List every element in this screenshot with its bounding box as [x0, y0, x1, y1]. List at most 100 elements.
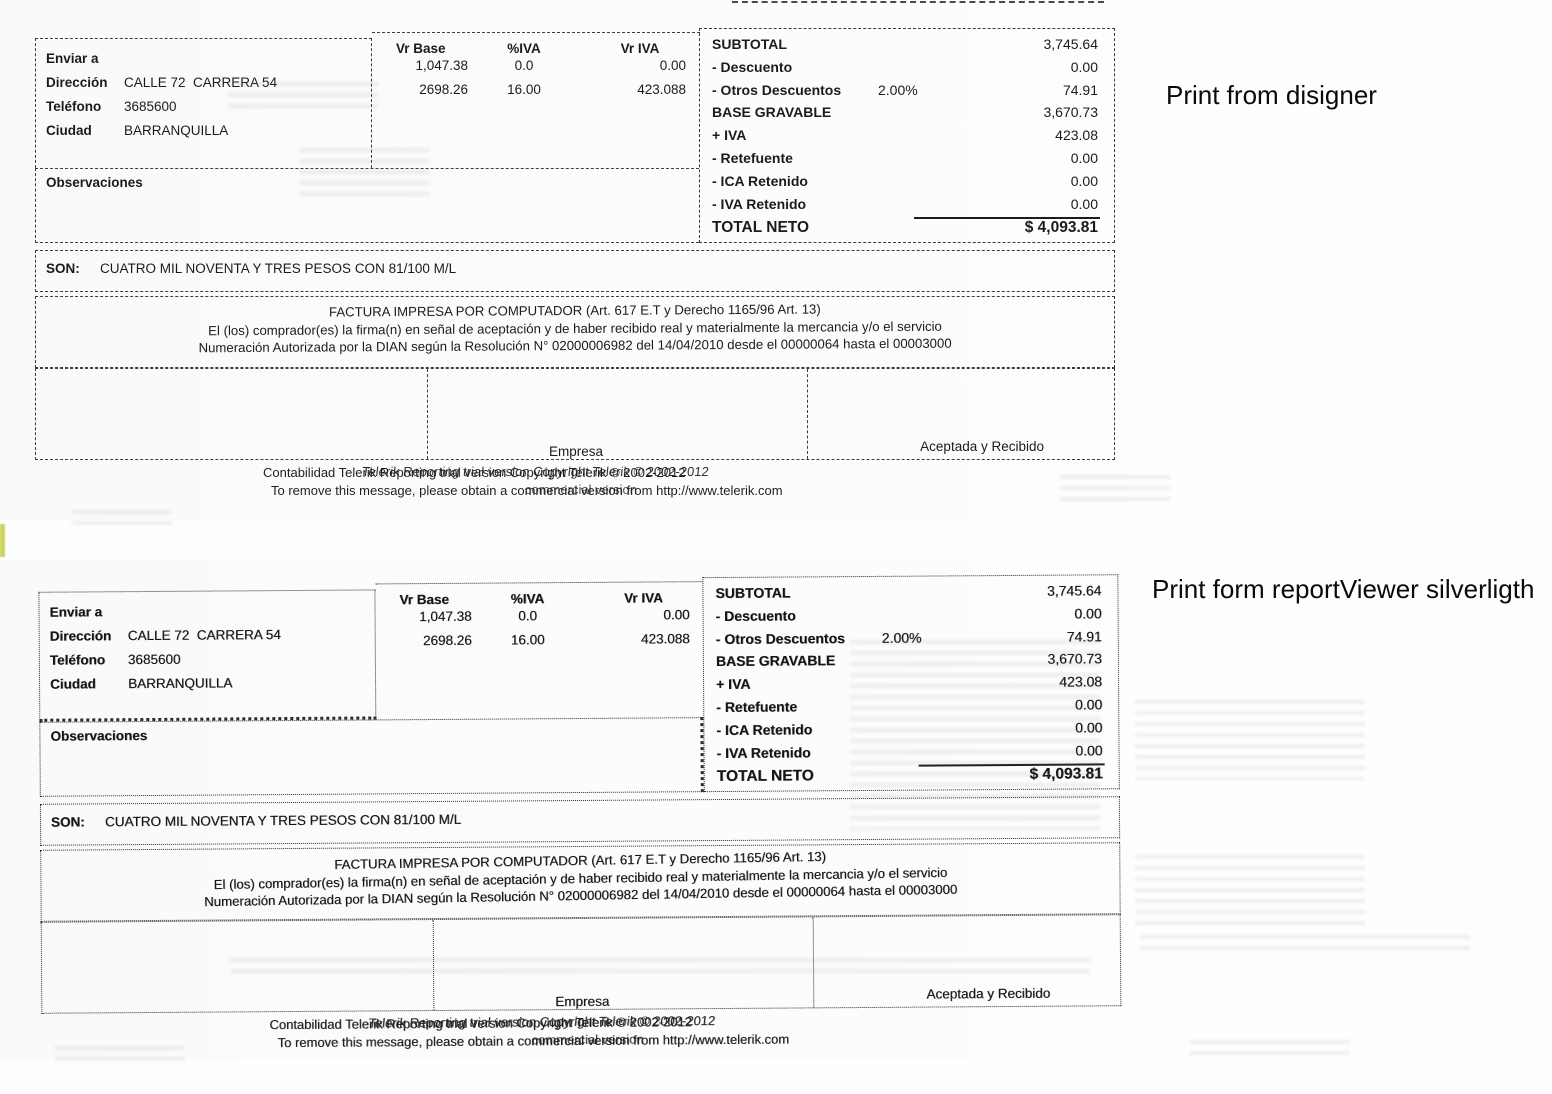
- cell-iva-pct-2: 16.00: [507, 82, 541, 97]
- bleedthrough-smudge: [1135, 855, 1365, 930]
- totals-value: 0.00: [1070, 59, 1098, 75]
- totals-row: - IVA Retenido 0.00: [712, 196, 1098, 216]
- watermark-line-1: Contabilidad Telerik Reporting trial ver…: [269, 1012, 1009, 1032]
- bleedthrough-smudge: [1135, 700, 1365, 780]
- totals-label: - Descuento: [715, 607, 796, 625]
- items-table-box: Vr Base %IVA Vr IVA 1,047.38 0.0 0.00 26…: [375, 581, 705, 720]
- total-row: TOTAL NETO $ 4,093.81: [712, 219, 1098, 243]
- cell-iva-pct-1: 0.0: [518, 608, 538, 624]
- amount-in-words: CUATRO MIL NOVENTA Y TRES PESOS CON 81/1…: [104, 811, 462, 830]
- total-underline: [914, 217, 1100, 219]
- cell-vr-iva-2: 423.088: [640, 631, 690, 647]
- table-row: 2698.26 16.00 423.088: [372, 82, 700, 98]
- phone-value: 3685600: [124, 99, 177, 114]
- invoice-1: Enviar a Dirección CALLE 72 CARRERA 54 Te…: [35, 28, 1115, 506]
- totals-value: 423.08: [1059, 673, 1103, 690]
- totals-label: - ICA Retenido: [712, 173, 808, 189]
- total-value: $ 4,093.81: [1024, 219, 1098, 236]
- telerik-watermark: Contabilidad Telerik Reporting trial ver…: [269, 1012, 1009, 1050]
- col-header-iva-pct: %IVA: [507, 41, 541, 56]
- phone-value: 3685600: [127, 651, 181, 668]
- watermark-line-2-overlay: commercial version: [525, 482, 637, 497]
- watermark-line-2-overlay: commercial version: [531, 1031, 644, 1048]
- scan-area-bottom: [0, 560, 1132, 1060]
- col-header-vr-iva: Vr IVA: [624, 590, 663, 606]
- amount-words-box: SON: CUATRO MIL NOVENTA Y TRES PESOS CON…: [35, 250, 1115, 292]
- accepted-signature-label: Aceptada y Recibido: [926, 985, 1051, 1002]
- watermark-line-1-overlay: Telerik Reporting trial version Copyrigh…: [361, 464, 710, 479]
- totals-value: 3,745.64: [1043, 36, 1099, 52]
- totals-label: - Otros Descuentos: [712, 82, 842, 98]
- totals-value: 74.91: [1062, 82, 1098, 98]
- totals-box: SUBTOTAL 3,745.64 - Descuento 0.00 - Otros…: [699, 28, 1115, 243]
- ship-to-title: Enviar a: [46, 51, 99, 66]
- observations-box: Observaciones: [35, 168, 699, 243]
- amount-words-box: SON: CUATRO MIL NOVENTA Y TRES PESOS CON…: [39, 796, 1121, 846]
- ship-to-box: Enviar a Dirección CALLE 72 CARRERA 54 Te…: [38, 589, 377, 722]
- totals-label: - ICA Retenido: [716, 721, 813, 739]
- total-row: TOTAL NETO $ 4,093.81: [717, 765, 1103, 792]
- totals-row: - ICA Retenido 0.00: [712, 173, 1098, 193]
- amount-in-words: CUATRO MIL NOVENTA Y TRES PESOS CON 81/1…: [100, 261, 457, 276]
- table-row: 1,047.38 0.0 0.00: [376, 607, 704, 625]
- watermark-line-1-base: Contabilidad Telerik Reporting trial ver…: [263, 465, 686, 480]
- address-label: Dirección: [46, 75, 108, 90]
- totals-value: 0.00: [1070, 150, 1098, 166]
- totals-value: 3,670.73: [1043, 104, 1099, 120]
- signature-box: Empresa Aceptada y Recibido: [40, 914, 1122, 1014]
- watermark-line-1-overlay: Telerik Reporting trial version Copyrigh…: [367, 1013, 716, 1031]
- totals-row: - Descuento 0.00: [712, 59, 1098, 79]
- company-signature-label: Empresa: [555, 993, 610, 1010]
- observations-box: Observaciones: [39, 717, 704, 797]
- telerik-watermark: Contabilidad Telerik Reporting trial ver…: [263, 464, 1003, 498]
- bleedthrough-smudge: [1190, 1040, 1350, 1060]
- signature-divider: [812, 917, 815, 1008]
- totals-row: - Otros Descuentos 2.00% 74.91: [716, 628, 1102, 651]
- totals-row: + IVA 423.08: [712, 127, 1098, 147]
- totals-label: - Retefuente: [716, 698, 798, 716]
- cell-base-1: 1,047.38: [418, 608, 472, 625]
- total-label: TOTAL NETO: [716, 767, 814, 786]
- totals-value: 3,670.73: [1047, 650, 1102, 667]
- observations-label: Observaciones: [50, 728, 148, 744]
- items-table-box: Vr Base %IVA Vr IVA 1,047.38 0.0 0.00 26…: [372, 32, 700, 168]
- total-label: TOTAL NETO: [712, 219, 810, 236]
- address-value: CALLE 72 CARRERA 54: [124, 75, 278, 90]
- totals-label: - IVA Retenido: [712, 196, 807, 212]
- totals-label: - Descuento: [712, 59, 793, 75]
- invoice-2: Enviar a Dirección CALLE 72 CARRERA 54 Te…: [38, 574, 1122, 1060]
- totals-label: - Retefuente: [712, 150, 793, 166]
- totals-row: - ICA Retenido 0.00: [716, 719, 1102, 742]
- totals-label: + IVA: [716, 675, 751, 693]
- totals-value: 0.00: [1074, 605, 1102, 622]
- col-header-vr-base: Vr Base: [396, 41, 446, 56]
- signature-divider: [427, 369, 428, 459]
- totals-box: SUBTOTAL 3,745.64 - Descuento 0.00 - Otros…: [702, 574, 1120, 793]
- cell-vr-iva-2: 423.088: [637, 82, 686, 97]
- cell-iva-pct-1: 0.0: [514, 58, 534, 73]
- totals-value: 3,745.64: [1046, 582, 1102, 599]
- totals-row: - Retefuente 0.00: [716, 696, 1102, 719]
- legal-box: FACTURA IMPRESA POR COMPUTADOR (Art. 617…: [35, 296, 1115, 368]
- discount-percent: 2.00%: [881, 629, 922, 646]
- totals-row: - Otros Descuentos 2.00% 74.91: [712, 82, 1098, 102]
- son-label: SON:: [50, 814, 85, 830]
- ship-to-box: Enviar a Dirección CALLE 72 CARRERA 54 Te…: [35, 38, 372, 168]
- totals-label: SUBTOTAL: [715, 584, 791, 602]
- phone-label: Teléfono: [46, 99, 102, 114]
- address-label: Dirección: [49, 628, 112, 644]
- city-label: Ciudad: [46, 123, 92, 138]
- cell-vr-iva-1: 0.00: [663, 607, 690, 623]
- totals-value: 0.00: [1070, 196, 1098, 212]
- cell-base-1: 1,047.38: [415, 58, 468, 73]
- totals-row: + IVA 423.08: [716, 673, 1102, 696]
- totals-label: - IVA Retenido: [716, 744, 811, 762]
- totals-value: 423.08: [1055, 127, 1098, 143]
- col-header-vr-base: Vr Base: [399, 591, 450, 608]
- table-row: 1,047.38 0.0 0.00: [372, 58, 700, 74]
- totals-value: 0.00: [1070, 173, 1098, 189]
- totals-label: + IVA: [712, 127, 747, 143]
- company-signature-label: Empresa: [548, 444, 604, 459]
- highlight-strip: [0, 524, 5, 557]
- totals-value: 0.00: [1075, 719, 1103, 736]
